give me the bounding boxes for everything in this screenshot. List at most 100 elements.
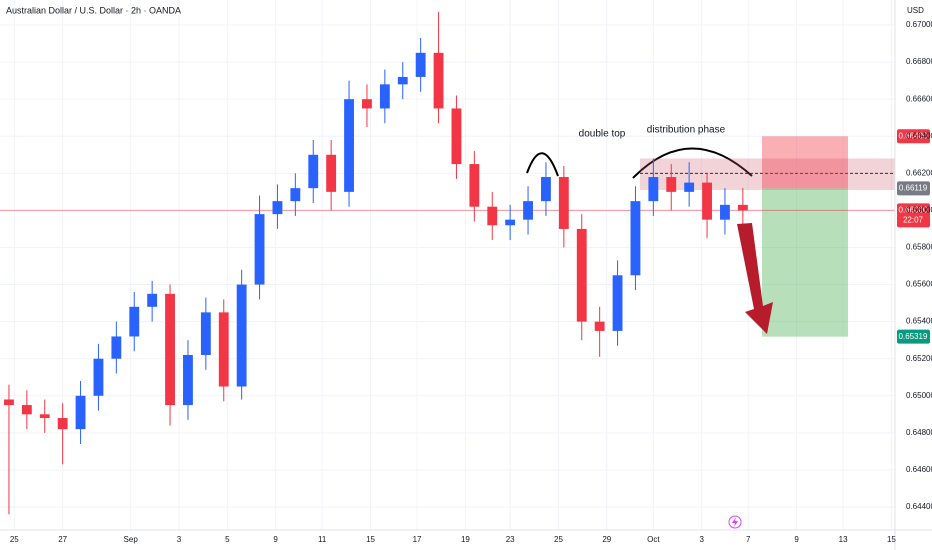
x-tick-label: 25 — [554, 535, 563, 544]
down-arrow — [737, 223, 773, 334]
price-tag — [897, 329, 930, 344]
candle-body — [129, 306, 140, 337]
price-tag — [897, 181, 930, 196]
candle-body — [397, 76, 408, 85]
x-tick-label: 27 — [58, 535, 67, 544]
candle-body — [558, 177, 569, 229]
candles — [4, 12, 748, 515]
candle-body — [630, 201, 641, 276]
candle-body — [594, 321, 605, 331]
candle-body — [576, 228, 587, 322]
candle-body — [737, 204, 748, 211]
x-tick-label: 15 — [887, 535, 896, 544]
candle-body — [415, 52, 426, 77]
x-tick-label: Oct — [647, 535, 660, 544]
candle-body — [523, 201, 533, 220]
current-price-label: 0.66000 — [899, 206, 928, 215]
y-tick-label: 0.66400 — [906, 131, 932, 140]
x-tick-label: 9 — [794, 535, 799, 544]
candle-body — [236, 284, 247, 387]
x-tick-label: 7 — [746, 535, 751, 544]
candle-body — [57, 418, 68, 430]
candle-body — [4, 399, 14, 406]
candle-body — [702, 182, 712, 220]
price-tag — [897, 129, 930, 144]
countdown: 22:07 — [903, 216, 924, 225]
candle-body — [75, 395, 86, 430]
x-tick-label: 25 — [10, 535, 19, 544]
chart-title: Australian Dollar / U.S. Dollar · 2h · O… — [6, 5, 181, 15]
candle-body — [469, 164, 480, 207]
resistance-zone — [640, 158, 895, 191]
x-tick-label: 9 — [273, 535, 278, 544]
candle-body — [362, 99, 372, 109]
current-price-tag — [897, 203, 930, 228]
candle-body — [39, 414, 50, 419]
candle-body — [720, 204, 730, 220]
candle-body — [308, 154, 319, 189]
candle-body — [684, 182, 695, 192]
candle-body — [254, 214, 265, 285]
candle-body — [666, 177, 677, 192]
candle-body — [165, 293, 175, 406]
candle-body — [344, 99, 354, 192]
target-zone — [762, 188, 848, 337]
annotation: distribution phase — [647, 125, 726, 136]
candle-body — [487, 206, 498, 226]
y-tick-label: 0.67000 — [906, 20, 932, 29]
icon-bolt — [732, 517, 738, 527]
x-tick-label: Sep — [124, 535, 139, 544]
distribution-arc — [632, 147, 753, 179]
double-top-arc — [526, 152, 559, 177]
annotation: double top — [579, 129, 626, 140]
drawings — [0, 136, 895, 337]
candle-body — [200, 312, 211, 356]
candle-body — [433, 52, 444, 109]
x-tick-label: 17 — [413, 535, 422, 544]
x-tick-label: 15 — [366, 535, 375, 544]
x-tick-label: 3 — [699, 535, 704, 544]
candle-body — [218, 312, 229, 387]
candle-body — [93, 358, 104, 396]
currency: USD — [907, 6, 924, 15]
price-tag-label: 0.65319 — [899, 332, 928, 341]
x-tick-label: 3 — [177, 535, 182, 544]
y-tick-label: 0.66000 — [906, 206, 932, 215]
x-tick-label: 19 — [461, 535, 470, 544]
candle-body — [111, 336, 122, 359]
candle-body — [183, 355, 193, 406]
candle-body — [326, 154, 337, 192]
x-tick-label: 23 — [506, 535, 515, 544]
candle-body — [612, 275, 623, 331]
candle-body — [505, 219, 516, 226]
x-tick-label: 13 — [839, 535, 848, 544]
candle-body — [290, 188, 301, 202]
x-tick-label: 5 — [225, 535, 230, 544]
price-tag-label: 0.66119 — [899, 183, 928, 192]
stop-zone — [762, 136, 848, 189]
candle-body — [451, 108, 462, 165]
candle-body — [541, 177, 551, 202]
candle-body — [21, 405, 32, 415]
price-tag-label: 0.66400 — [899, 131, 928, 140]
icon-ring — [728, 515, 742, 529]
candle-body — [272, 201, 283, 215]
lightning-icon[interactable] — [728, 515, 742, 529]
candle-body — [379, 84, 390, 109]
candle-body — [648, 177, 659, 202]
x-tick-label: 29 — [602, 535, 611, 544]
